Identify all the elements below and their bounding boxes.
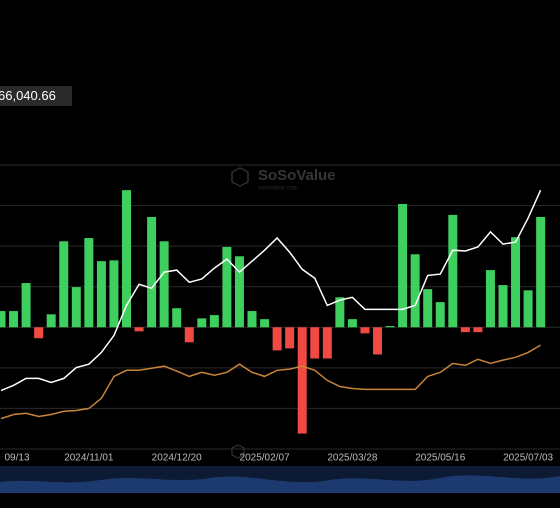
bar <box>260 319 270 328</box>
bar <box>335 297 345 328</box>
price-label: 66,040.66 <box>0 88 56 103</box>
watermark: SoSoValue sosovalue.com <box>231 167 336 192</box>
bar <box>297 327 307 434</box>
bar <box>523 290 533 328</box>
bar <box>360 327 370 334</box>
navigator <box>0 444 560 493</box>
line <box>0 344 541 420</box>
x-tick-label: 2024/12/20 <box>152 453 202 464</box>
bar <box>96 261 106 328</box>
bar <box>423 289 433 328</box>
bar <box>71 287 81 328</box>
navigator-area <box>0 475 560 493</box>
bar <box>285 327 295 349</box>
bar <box>435 302 445 328</box>
x-tick-label: 2025/05/16 <box>415 453 465 464</box>
bar <box>84 238 94 328</box>
bar <box>21 283 31 328</box>
watermark-logo <box>231 167 249 187</box>
bar <box>197 318 207 328</box>
bar <box>147 216 157 328</box>
bar <box>134 327 144 332</box>
bar <box>511 237 521 328</box>
line <box>0 189 542 392</box>
navigator-logo <box>231 444 245 459</box>
bar <box>34 327 44 339</box>
bar <box>46 314 56 328</box>
x-tick-label: 2025/02/07 <box>240 453 290 464</box>
bar <box>184 327 194 343</box>
bar <box>159 241 169 328</box>
x-tick-label: 2025/07/03 <box>503 453 553 464</box>
watermark-name: SoSoValue <box>258 167 336 184</box>
bar <box>385 326 395 328</box>
bar <box>498 285 508 328</box>
bar <box>222 246 232 328</box>
bar <box>536 216 546 328</box>
bar <box>310 327 320 359</box>
bar <box>247 311 257 328</box>
bar <box>109 260 119 328</box>
x-tick-label: 09/13 <box>4 453 29 464</box>
bar <box>473 327 483 333</box>
bar <box>373 327 382 355</box>
bar <box>322 327 332 359</box>
bar <box>172 308 182 328</box>
bar <box>485 270 495 328</box>
bar <box>59 241 69 328</box>
bar <box>0 311 6 328</box>
bar <box>272 327 282 351</box>
plot: 09/13 2024/11/01 2024/12/20 2025/02/07 2025/… <box>0 164 560 464</box>
bar <box>448 214 458 328</box>
watermark-url: sosovalue.com <box>258 186 298 192</box>
bar <box>460 327 470 333</box>
x-tick-label: 2025/03/28 <box>327 453 377 464</box>
bar <box>9 311 19 328</box>
bar <box>398 203 408 328</box>
x-tick-label: 2024/11/01 <box>64 453 114 464</box>
price-label-box <box>0 86 72 106</box>
bar <box>347 319 357 328</box>
bar <box>209 315 219 328</box>
bar <box>122 190 131 328</box>
bar <box>410 254 420 328</box>
bar <box>234 256 244 328</box>
